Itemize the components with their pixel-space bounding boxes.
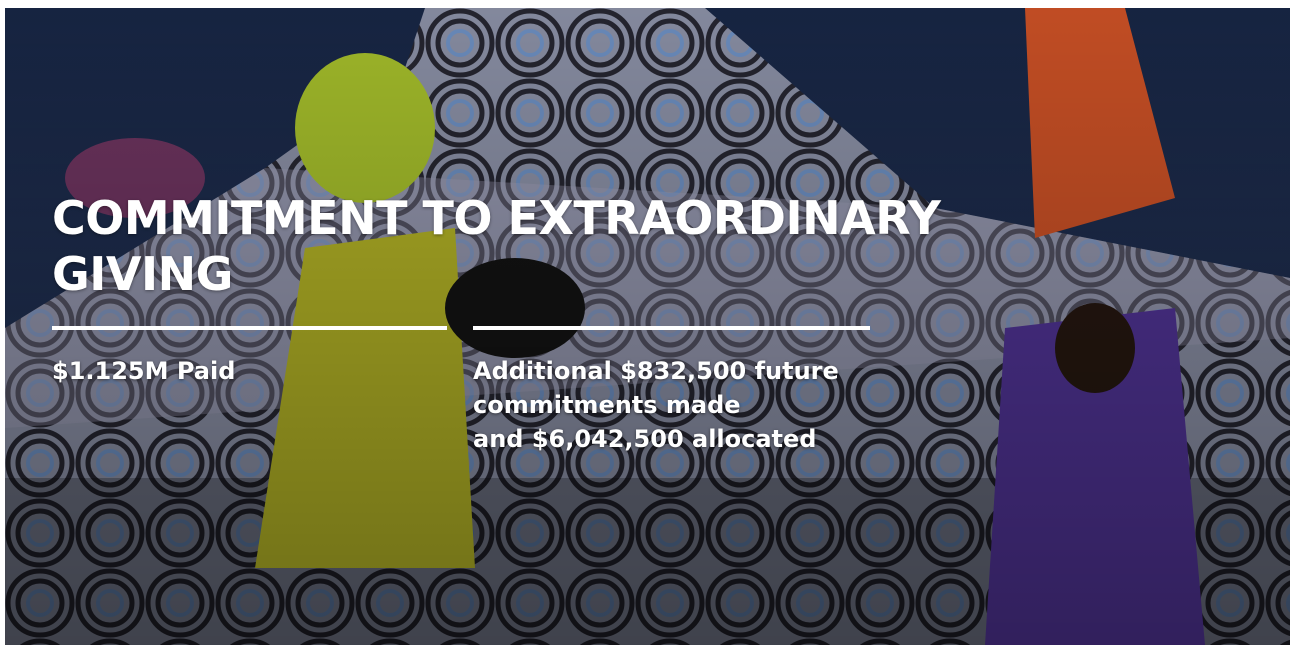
- hero-banner: COMMITMENT TO EXTRAORDINARY GIVING $1.12…: [5, 8, 1290, 645]
- stat: $1.125M Paid: [52, 354, 235, 388]
- stat-line: Additional $832,500 future: [473, 357, 839, 385]
- divider: [473, 326, 870, 330]
- stat: Additional $832,500 future commitments m…: [473, 354, 839, 456]
- hero-title: COMMITMENT TO EXTRAORDINARY GIVING: [52, 190, 941, 302]
- title-line: COMMITMENT TO EXTRAORDINARY: [52, 191, 941, 245]
- stat-line: $1.125M Paid: [52, 357, 236, 385]
- stat-line: and $6,042,500 allocated: [473, 425, 817, 453]
- stat-line: commitments made: [473, 391, 741, 419]
- title-line: GIVING: [52, 247, 233, 301]
- divider: [52, 326, 447, 330]
